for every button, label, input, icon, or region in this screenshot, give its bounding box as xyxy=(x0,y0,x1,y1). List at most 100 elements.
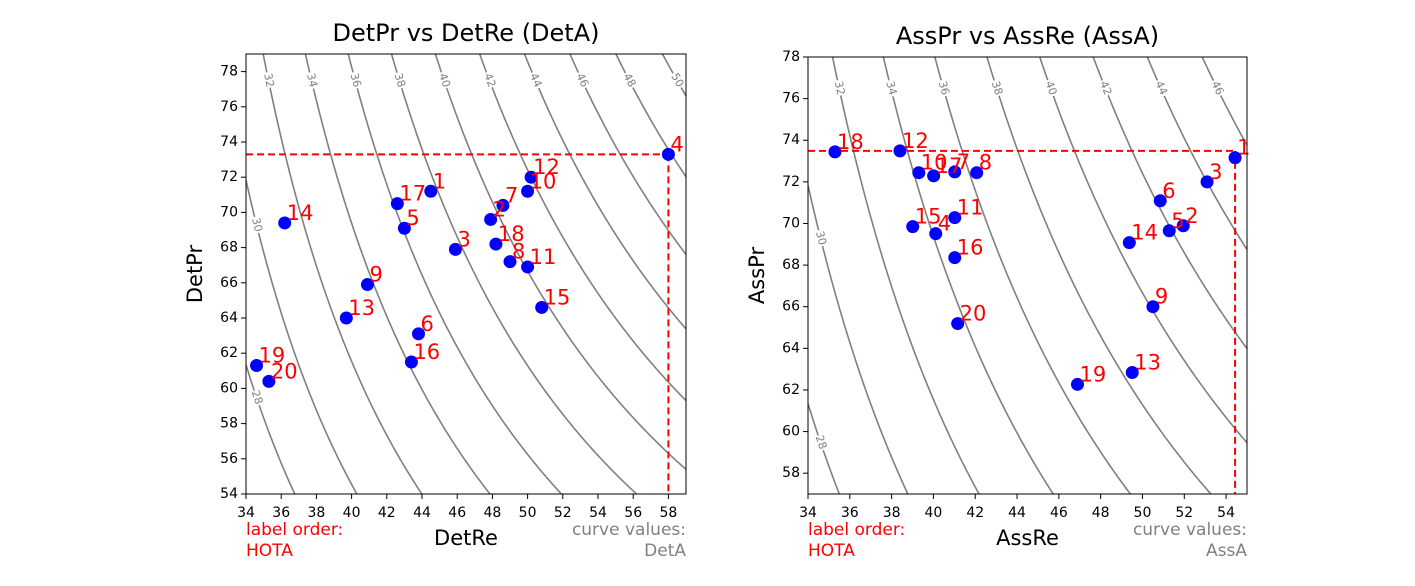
x-tick-label: 48 xyxy=(483,505,501,521)
point-label: 19 xyxy=(1079,362,1106,386)
contour-curve xyxy=(262,54,423,494)
point-label: 14 xyxy=(287,201,314,225)
point xyxy=(250,359,264,373)
curve-note: curve values: xyxy=(1133,520,1247,540)
label-note: HOTA xyxy=(808,541,855,561)
chart-title: DetPr vs DetRe (DetA) xyxy=(333,19,600,47)
point xyxy=(448,242,462,256)
point xyxy=(278,216,292,230)
point xyxy=(929,227,943,241)
x-tick-label: 46 xyxy=(448,505,466,521)
point-label: 9 xyxy=(1155,285,1168,309)
point xyxy=(1070,377,1084,391)
contour-curve xyxy=(615,54,686,178)
y-tick-label: 72 xyxy=(220,169,238,185)
point-label: 10 xyxy=(530,169,557,193)
contour-curve xyxy=(478,54,686,402)
contour-curve xyxy=(808,403,841,494)
point-label: 5 xyxy=(1171,209,1184,233)
curve-note: AssA xyxy=(1206,541,1247,561)
y-tick-label: 70 xyxy=(220,204,238,220)
point-label: 3 xyxy=(457,227,470,251)
contour-curve xyxy=(1146,57,1247,250)
x-tick-label: 34 xyxy=(237,505,255,521)
axes-frame xyxy=(245,53,687,495)
point xyxy=(521,260,535,274)
curve-label: 36 xyxy=(348,72,364,89)
y-tick-label: 64 xyxy=(782,340,800,356)
curve-label: 38 xyxy=(989,79,1006,96)
y-tick-label: 64 xyxy=(220,310,238,326)
point xyxy=(521,184,535,198)
x-tick-label: 38 xyxy=(307,505,325,521)
x-tick-label: 44 xyxy=(1008,505,1026,521)
point-label: 17 xyxy=(936,154,963,178)
point xyxy=(1153,194,1167,208)
point-label: 11 xyxy=(957,196,984,220)
x-tick-label: 40 xyxy=(343,505,361,521)
chart-title: AssPr vs AssRe (AssA) xyxy=(896,22,1159,50)
curve-label: 50 xyxy=(668,71,686,90)
point xyxy=(390,197,404,211)
point xyxy=(360,278,374,292)
contour-curve xyxy=(934,57,1132,494)
x-tick-label: 56 xyxy=(624,505,642,521)
point-label: 6 xyxy=(420,312,433,336)
point-label: 1 xyxy=(433,169,446,193)
point-label: 7 xyxy=(957,150,970,174)
x-tick-label: 54 xyxy=(589,505,607,521)
point-label: 7 xyxy=(505,183,518,207)
point-label: 2 xyxy=(1185,204,1198,228)
y-tick-label: 76 xyxy=(782,91,800,107)
point xyxy=(906,220,920,234)
point-label: 20 xyxy=(960,302,987,326)
y-tick-label: 78 xyxy=(782,49,800,65)
label-note: HOTA xyxy=(246,541,293,561)
y-tick-label: 56 xyxy=(220,451,238,467)
curve-label: 32 xyxy=(832,80,848,96)
y-tick-label: 60 xyxy=(782,424,800,440)
x-tick-label: 48 xyxy=(1092,505,1110,521)
curve-label: 34 xyxy=(883,80,899,97)
x-axis-label: AssRe xyxy=(996,526,1059,550)
x-tick-label: 42 xyxy=(378,505,396,521)
point-label: 2 xyxy=(493,197,506,221)
contour-curve xyxy=(831,57,980,494)
x-axis-label: DetRe xyxy=(434,526,498,550)
point-label: 18 xyxy=(498,222,525,246)
contour-curve xyxy=(569,54,686,255)
point-label: 18 xyxy=(837,130,864,154)
contour-curve xyxy=(1038,57,1247,444)
point-label: 16 xyxy=(413,340,440,364)
x-tick-label: 36 xyxy=(272,505,290,521)
point xyxy=(948,211,962,225)
x-tick-label: 52 xyxy=(1175,505,1193,521)
y-tick-label: 68 xyxy=(220,240,238,256)
point xyxy=(1200,175,1214,189)
point xyxy=(339,311,353,325)
point xyxy=(912,166,926,180)
point xyxy=(404,355,418,369)
point xyxy=(948,165,962,179)
point-label: 20 xyxy=(271,359,298,383)
point-label: 17 xyxy=(399,182,426,206)
point-label: 14 xyxy=(1131,221,1158,245)
point-label: 16 xyxy=(957,236,984,260)
contour-curve xyxy=(1201,57,1247,146)
curve-label: 42 xyxy=(481,71,498,89)
y-tick-label: 70 xyxy=(782,215,800,231)
y-tick-label: 62 xyxy=(782,382,800,398)
curve-label: 46 xyxy=(574,71,592,89)
point-label: 19 xyxy=(259,344,286,368)
plot-area xyxy=(246,54,686,494)
point xyxy=(951,317,965,331)
point xyxy=(262,374,276,388)
x-tick-label: 50 xyxy=(1134,505,1152,521)
x-tick-label: 42 xyxy=(966,505,984,521)
point xyxy=(411,327,425,341)
y-tick-label: 58 xyxy=(782,465,800,481)
point-label: 15 xyxy=(544,285,571,309)
